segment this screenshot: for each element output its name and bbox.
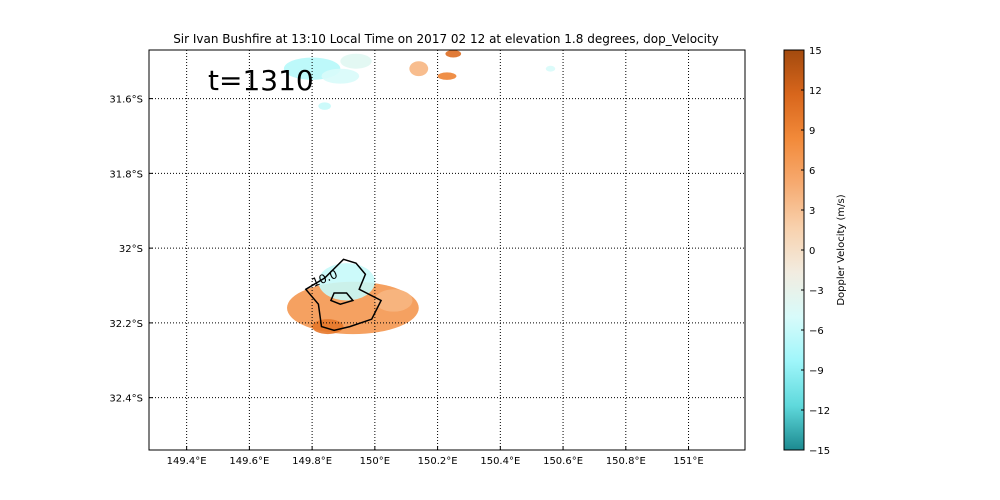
colorbar-tick-label: 0 (809, 246, 815, 257)
x-tick-label: 151°E (673, 456, 703, 467)
chart-title: Sir Ivan Bushfire at 13:10 Local Time on… (173, 32, 719, 46)
contour-line (304, 258, 383, 332)
plot-background (149, 50, 745, 450)
x-tick-label: 150.4°E (480, 456, 520, 467)
grid-lines (149, 50, 745, 450)
velocity-region-10 (445, 50, 462, 58)
velocity-region-7 (318, 102, 331, 110)
x-tick-label: 149.4°E (167, 456, 207, 467)
colorbar-tick-label: 6 (809, 166, 815, 177)
velocity-region-8 (409, 61, 429, 77)
colorbar-tick-label: 9 (809, 126, 815, 137)
colorbar-tick-label: 3 (809, 206, 815, 217)
velocity-region-2 (374, 289, 413, 312)
colorbar-tick-label: 12 (809, 86, 822, 97)
velocity-region-3 (312, 319, 344, 335)
colorbar-tick-label: 15 (809, 46, 822, 57)
y-tick-label: 32.4°S (109, 394, 143, 405)
colorbar-label: Doppler Velocity (m/s) (836, 194, 847, 305)
plot-area (148, 49, 746, 451)
x-tick-label: 149.6°E (229, 456, 269, 467)
velocity-region-6 (340, 53, 372, 69)
contours (304, 258, 383, 332)
velocity-region-1 (318, 263, 375, 301)
colorbar-tick-label: −12 (809, 406, 830, 417)
y-tick-label: 32°S (119, 244, 143, 255)
x-axis: 149.4°E 149.6°E 149.8°E 150°E 150.2°E 150.4°E… (167, 446, 704, 467)
velocity-region-11 (545, 65, 556, 72)
x-tick-label: 150°E (360, 456, 390, 467)
x-tick-label: 150.8°E (606, 456, 646, 467)
colorbar-tick-label: −3 (809, 286, 824, 297)
x-tick-label: 150.6°E (543, 456, 583, 467)
contour-line-inner (329, 292, 355, 305)
y-tick-label: 31.8°S (109, 169, 143, 180)
y-axis: 31.6°S 31.8°S 32°S 32.2°S 32.4°S (109, 95, 153, 405)
colorbar-tick-label: −6 (809, 326, 824, 337)
colorbar: 15 12 9 6 3 0 −3 −6 −9 −12 −15 Doppler Velocity (m… (783, 46, 847, 457)
time-annotation: t=1310 (208, 64, 314, 97)
x-tick-label: 149.8°E (292, 456, 332, 467)
velocity-regions (283, 50, 556, 335)
x-tick-label: 150.2°E (418, 456, 458, 467)
colorbar-ticks: 15 12 9 6 3 0 −3 −6 −9 −12 −15 (801, 46, 830, 457)
velocity-region-9 (437, 72, 457, 80)
y-tick-label: 31.6°S (109, 95, 143, 106)
y-tick-label: 32.2°S (109, 319, 143, 330)
colorbar-tick-label: −15 (809, 446, 830, 457)
plot-frame (148, 49, 746, 451)
colorbar-tick-label: −9 (809, 366, 824, 377)
velocity-region-5 (321, 68, 360, 84)
